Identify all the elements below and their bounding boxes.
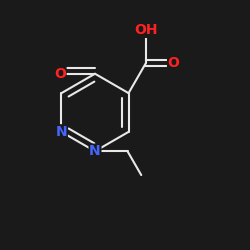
Text: O: O xyxy=(168,56,179,70)
Text: O: O xyxy=(54,67,66,81)
Text: OH: OH xyxy=(134,23,158,37)
Text: N: N xyxy=(89,144,101,158)
Text: N: N xyxy=(56,125,67,139)
